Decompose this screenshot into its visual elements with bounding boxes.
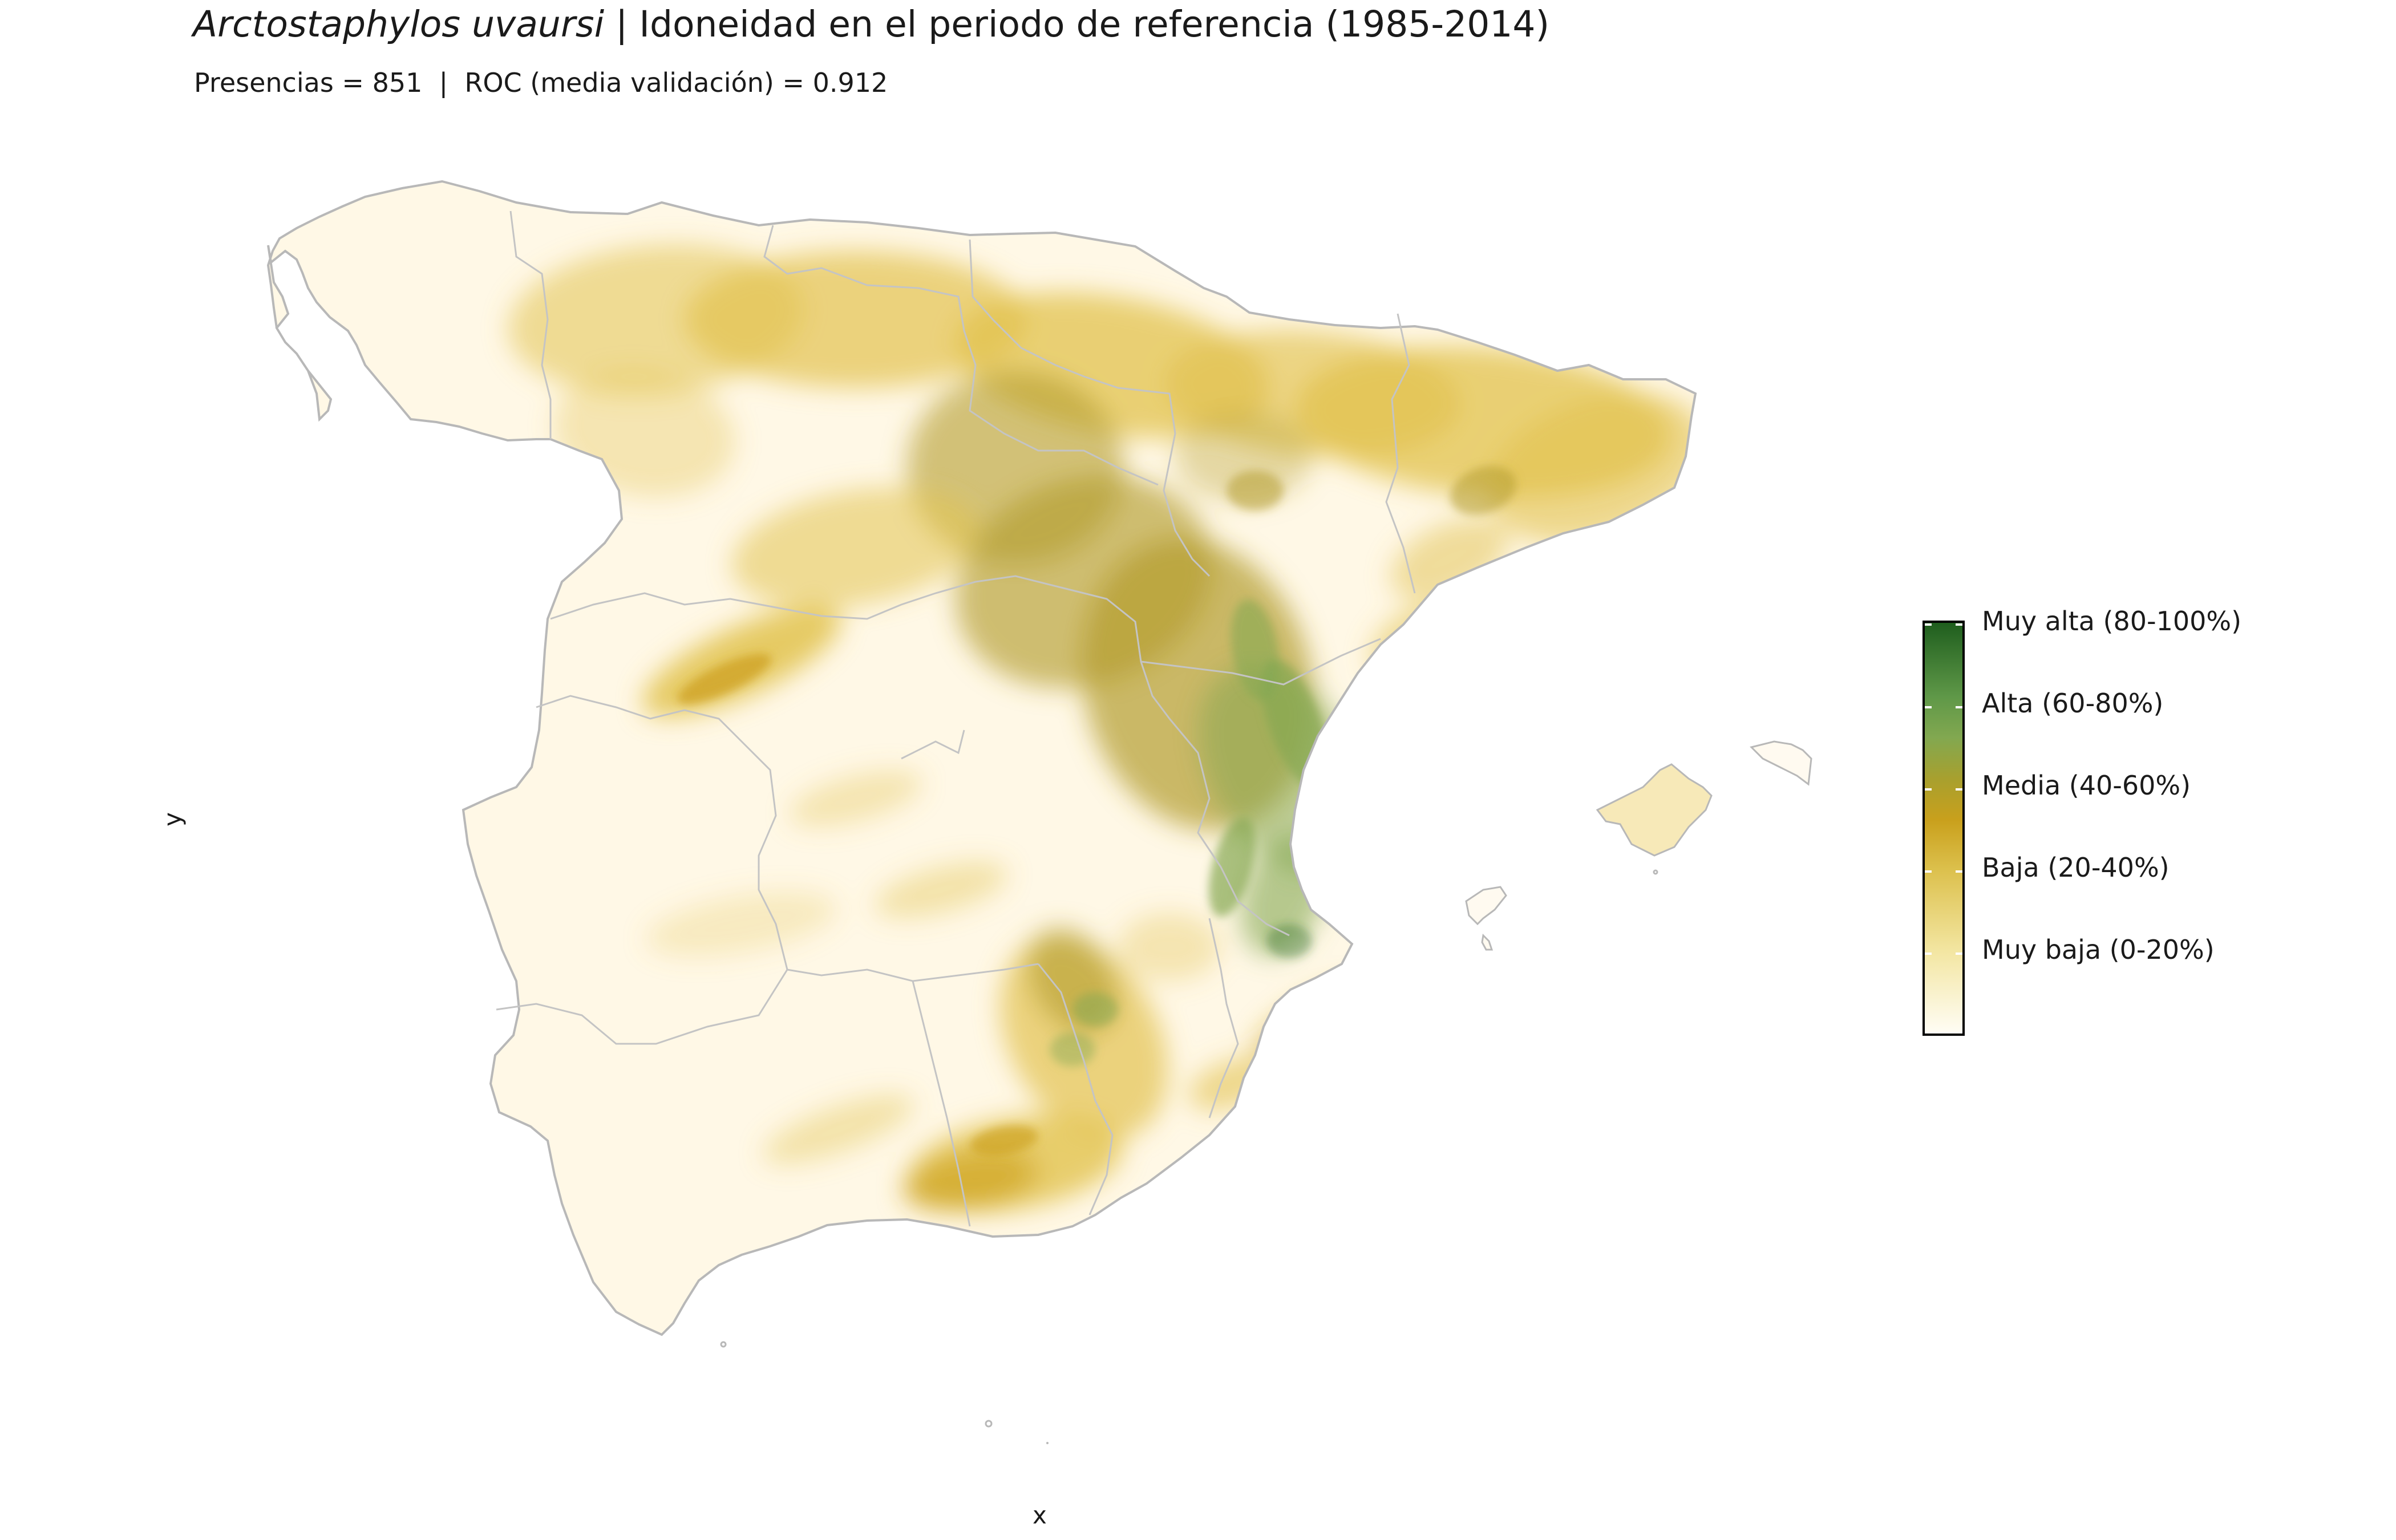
suitability-patch — [646, 891, 837, 957]
region-borders — [496, 210, 1416, 1227]
legend-label-muy-baja: Muy baja (0-20%) — [1982, 934, 2215, 965]
suitability-patch — [1072, 992, 1118, 1027]
suitability-patch — [875, 861, 1008, 918]
x-axis-label: x — [1033, 1501, 1047, 1529]
legend-label-media: Media (40-60%) — [1982, 770, 2191, 801]
suitability-patch — [789, 770, 922, 827]
suitability-patch — [1118, 913, 1221, 981]
island-mallorca — [1596, 763, 1713, 857]
island-formentera — [1481, 933, 1494, 951]
suitability-patch — [685, 251, 1027, 388]
suitability-patch — [1227, 471, 1284, 510]
suitability-patch — [1266, 924, 1312, 958]
suitability-patch — [763, 1095, 914, 1164]
balearic-islands — [720, 740, 1812, 1444]
map-subtitle: Presencias = 851 | ROC (media validación… — [194, 67, 888, 98]
legend-label-muy-alta: Muy alta (80-100%) — [1982, 606, 2242, 637]
suitability-raster — [268, 181, 1695, 1335]
map-title: Arctostaphylos uvaursi | Idoneidad en el… — [193, 3, 1549, 45]
y-axis-label: y — [158, 812, 187, 826]
suitability-patch — [731, 487, 980, 608]
suitability-patch — [970, 1125, 1038, 1156]
suitability-patch — [1050, 1032, 1095, 1067]
species-name: Arctostaphylos uvaursi — [193, 3, 605, 45]
legend-label-baja: Baja (20-40%) — [1982, 852, 2170, 883]
island-ibiza — [1465, 886, 1507, 926]
island-menorca — [1750, 740, 1812, 786]
title-rest: | Idoneidad en el periodo de referencia … — [604, 3, 1550, 45]
suitability-patch — [902, 1150, 1038, 1211]
suitability-patch — [1208, 817, 1256, 917]
legend-colorbar — [1923, 621, 1965, 1036]
suitability-patch — [677, 653, 772, 704]
suitability-patch — [1450, 466, 1517, 515]
legend-label-alta: Alta (60-80%) — [1982, 688, 2164, 719]
